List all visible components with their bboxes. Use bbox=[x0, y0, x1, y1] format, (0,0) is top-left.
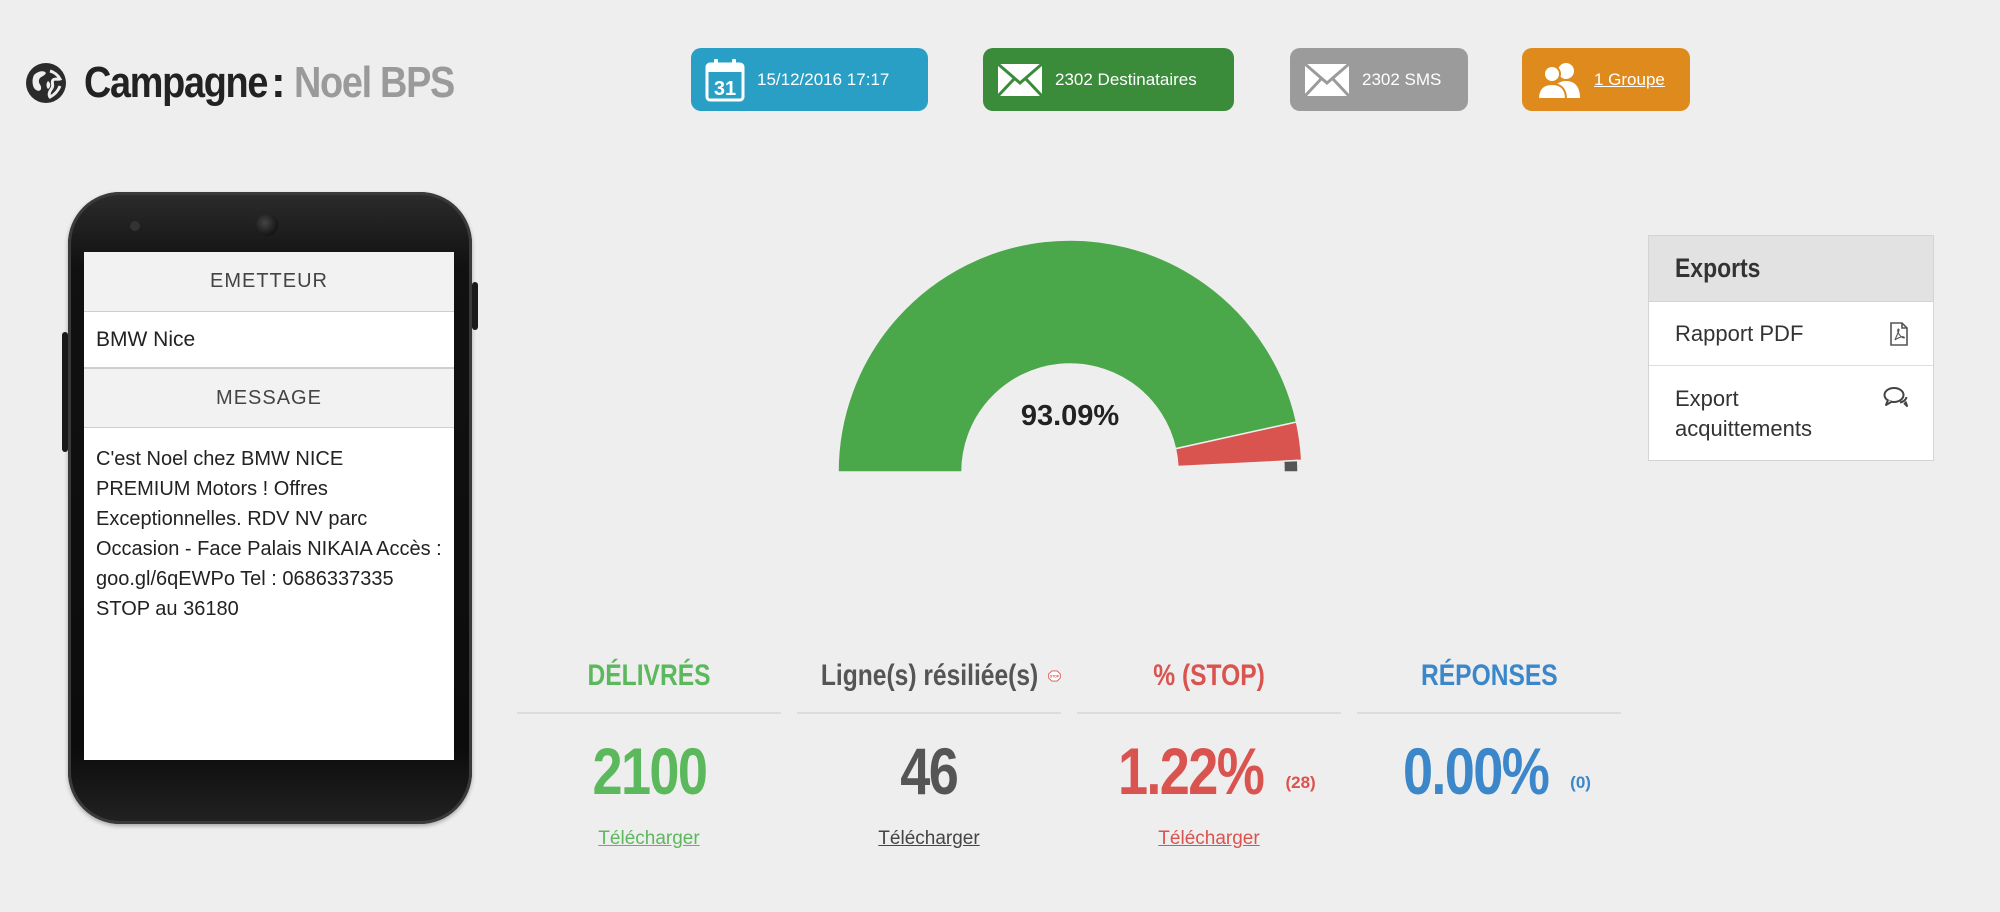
users-icon bbox=[1536, 62, 1580, 100]
sms-badge: 2302 SMS bbox=[1290, 48, 1468, 111]
sender-header: EMETTEUR bbox=[84, 252, 454, 312]
gauge-percentage: 93.09% bbox=[1020, 400, 1120, 432]
divider bbox=[797, 712, 1061, 714]
phone-sensor bbox=[130, 221, 140, 231]
calendar-icon: 31 bbox=[705, 58, 745, 101]
export-pdf-label: Rapport PDF bbox=[1675, 320, 1804, 346]
group-badge[interactable]: 1 Groupe bbox=[1522, 48, 1690, 111]
envelope-icon bbox=[997, 62, 1043, 97]
gauge-segment-other bbox=[1282, 459, 1299, 473]
group-link[interactable]: 1 Groupe bbox=[1594, 69, 1665, 89]
sms-label: 2302 SMS bbox=[1362, 69, 1442, 89]
stat-replies-title: RÉPONSES bbox=[1420, 659, 1558, 692]
svg-text:31: 31 bbox=[714, 78, 736, 100]
phone-side-button bbox=[62, 332, 68, 452]
stop-sign-icon: STOP bbox=[1048, 670, 1061, 682]
stat-delivered-value: 2100 bbox=[592, 734, 707, 808]
date-badge: 31 15/12/2016 17:17 bbox=[691, 48, 928, 111]
message-body: C'est Noel chez BMW NICE PREMIUM Motors … bbox=[96, 448, 442, 620]
download-lines-link[interactable]: Télécharger bbox=[878, 828, 980, 849]
globe-icon bbox=[26, 63, 66, 103]
stat-stop-percentage: % (STOP) 1.22% (28) Télécharger bbox=[1077, 640, 1341, 850]
title-label: Campagne bbox=[84, 58, 268, 107]
download-delivered-link[interactable]: Télécharger bbox=[598, 828, 700, 849]
stat-lines-value: 46 bbox=[900, 734, 960, 808]
phone-preview: EMETTEUR BMW Nice MESSAGE C'est Noel che… bbox=[62, 192, 478, 824]
title-separator: : bbox=[270, 58, 286, 107]
stat-stop-title: % (STOP) bbox=[1153, 659, 1265, 692]
stat-lines-title: Ligne(s) résiliée(s) STOP bbox=[820, 659, 1061, 692]
export-ack-label-line1: Export bbox=[1675, 386, 1739, 411]
comments-icon bbox=[1883, 387, 1908, 407]
stat-replies: RÉPONSES 0.00% (0) bbox=[1357, 640, 1621, 828]
export-acknowledgements[interactable]: Export acquittements bbox=[1649, 366, 1933, 460]
stat-delivered: DÉLIVRÉS 2100 Télécharger bbox=[517, 640, 781, 850]
message-header: MESSAGE bbox=[84, 368, 454, 428]
divider bbox=[1357, 712, 1621, 714]
stat-delivered-title: DÉLIVRÉS bbox=[587, 659, 711, 692]
envelope-icon bbox=[1304, 62, 1350, 97]
export-pdf-report[interactable]: Rapport PDF bbox=[1649, 302, 1933, 366]
gauge-segment-stop bbox=[1174, 421, 1303, 468]
recipients-badge: 2302 Destinataires bbox=[983, 48, 1234, 111]
export-ack-label-line2: acquittements bbox=[1675, 416, 1812, 441]
phone-screen: EMETTEUR BMW Nice MESSAGE C'est Noel che… bbox=[84, 252, 454, 760]
divider bbox=[517, 712, 781, 714]
pdf-icon bbox=[1890, 322, 1908, 346]
exports-panel: Exports Rapport PDF Export acquittements bbox=[1648, 235, 1934, 461]
divider bbox=[1077, 712, 1341, 714]
phone-camera bbox=[256, 214, 278, 236]
stat-stop-value: 1.22% (28) bbox=[1118, 734, 1316, 808]
download-stop-link[interactable]: Télécharger bbox=[1158, 828, 1260, 849]
stat-replies-count: (0) bbox=[1570, 773, 1591, 792]
date-label: 15/12/2016 17:17 bbox=[757, 69, 890, 89]
stat-replies-value: 0.00% (0) bbox=[1402, 734, 1591, 808]
stat-cancelled-lines: Ligne(s) résiliée(s) STOP 46 Télécharger bbox=[797, 640, 1061, 850]
exports-title: Exports bbox=[1649, 236, 1933, 302]
stop-badge-text: STOP bbox=[1050, 674, 1060, 678]
campaign-header: Campagne : Noel BPS bbox=[24, 50, 480, 116]
campaign-name: Noel BPS bbox=[293, 58, 455, 107]
delivery-gauge bbox=[837, 239, 1303, 473]
recipients-label: 2302 Destinataires bbox=[1055, 69, 1197, 89]
stat-stop-count: (28) bbox=[1285, 773, 1316, 792]
sender-value: BMW Nice bbox=[84, 312, 454, 368]
phone-side-button bbox=[472, 282, 478, 330]
gauge-segment-delivered bbox=[837, 239, 1298, 473]
